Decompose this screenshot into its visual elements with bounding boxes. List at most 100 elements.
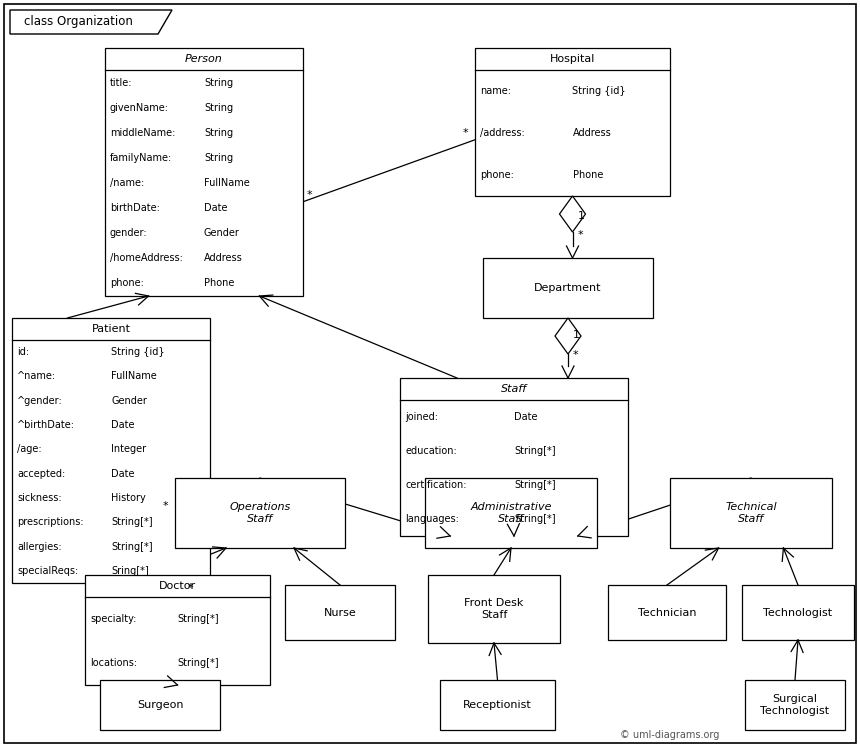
- Text: Person: Person: [185, 54, 223, 64]
- Text: Date: Date: [204, 203, 228, 213]
- Text: Sring[*]: Sring[*]: [111, 565, 149, 576]
- Text: class Organization: class Organization: [23, 16, 132, 28]
- Text: Surgical
Technologist: Surgical Technologist: [760, 694, 830, 716]
- Text: String: String: [204, 102, 233, 113]
- Text: joined:: joined:: [405, 412, 438, 422]
- Bar: [608, 585, 726, 640]
- Bar: [475, 48, 670, 196]
- Text: String: String: [204, 78, 233, 87]
- Text: *: *: [188, 583, 194, 593]
- Text: Doctor: Doctor: [159, 581, 196, 591]
- Text: Address: Address: [573, 128, 611, 138]
- Text: Phone: Phone: [204, 279, 235, 288]
- Text: languages:: languages:: [405, 514, 459, 524]
- Text: String[*]: String[*]: [177, 614, 219, 624]
- Text: Integer: Integer: [111, 444, 146, 454]
- Text: familyName:: familyName:: [110, 153, 172, 163]
- Text: /homeAddress:: /homeAddress:: [110, 253, 183, 264]
- Text: String {id}: String {id}: [111, 347, 164, 357]
- Text: String[*]: String[*]: [177, 658, 219, 668]
- Text: education:: education:: [405, 446, 457, 456]
- Text: Technician: Technician: [638, 607, 697, 618]
- Polygon shape: [10, 10, 172, 34]
- Text: *: *: [463, 128, 469, 137]
- Text: Technologist: Technologist: [764, 607, 832, 618]
- Text: Gender: Gender: [111, 396, 147, 406]
- Text: specialReqs:: specialReqs:: [17, 565, 78, 576]
- Text: History: History: [111, 493, 145, 503]
- Text: Address: Address: [204, 253, 243, 264]
- Text: Date: Date: [111, 420, 134, 430]
- Bar: [100, 680, 220, 730]
- Text: allergies:: allergies:: [17, 542, 62, 551]
- Bar: [428, 575, 560, 643]
- Text: specialty:: specialty:: [90, 614, 137, 624]
- Text: phone:: phone:: [110, 279, 144, 288]
- Bar: [440, 680, 555, 730]
- Text: String[*]: String[*]: [111, 542, 152, 551]
- Text: /name:: /name:: [110, 178, 144, 188]
- Text: certification:: certification:: [405, 480, 466, 490]
- Text: accepted:: accepted:: [17, 468, 65, 479]
- Text: 1: 1: [573, 330, 580, 340]
- Text: Receptionist: Receptionist: [464, 700, 531, 710]
- Text: ^gender:: ^gender:: [17, 396, 63, 406]
- Text: prescriptions:: prescriptions:: [17, 517, 83, 527]
- Bar: [742, 585, 854, 640]
- Text: Staff: Staff: [501, 384, 527, 394]
- Text: String {id}: String {id}: [573, 86, 626, 96]
- Text: Nurse: Nurse: [323, 607, 356, 618]
- Text: © uml-diagrams.org: © uml-diagrams.org: [620, 730, 719, 740]
- Text: Surgeon: Surgeon: [137, 700, 183, 710]
- Text: 1: 1: [578, 211, 585, 221]
- Bar: [85, 575, 270, 685]
- Text: String[*]: String[*]: [514, 514, 556, 524]
- Text: *: *: [307, 190, 313, 199]
- Text: title:: title:: [110, 78, 132, 87]
- Bar: [12, 318, 210, 583]
- Text: String[*]: String[*]: [514, 446, 556, 456]
- Text: phone:: phone:: [480, 170, 514, 180]
- Text: Date: Date: [514, 412, 538, 422]
- Text: Administrative
Staff: Administrative Staff: [470, 502, 552, 524]
- Text: String[*]: String[*]: [514, 480, 556, 490]
- Text: locations:: locations:: [90, 658, 137, 668]
- Text: ^birthDate:: ^birthDate:: [17, 420, 75, 430]
- Polygon shape: [555, 318, 581, 354]
- Text: /address:: /address:: [480, 128, 525, 138]
- Text: Department: Department: [534, 283, 602, 293]
- Text: name:: name:: [480, 86, 511, 96]
- Text: middleName:: middleName:: [110, 128, 175, 137]
- Bar: [285, 585, 395, 640]
- Text: id:: id:: [17, 347, 29, 357]
- Text: /age:: /age:: [17, 444, 41, 454]
- Bar: [670, 478, 832, 548]
- Bar: [483, 258, 653, 318]
- Text: sickness:: sickness:: [17, 493, 62, 503]
- Bar: [105, 48, 303, 296]
- Bar: [425, 478, 597, 548]
- Text: Date: Date: [111, 468, 134, 479]
- Text: String: String: [204, 128, 233, 137]
- Text: gender:: gender:: [110, 229, 148, 238]
- Text: String[*]: String[*]: [111, 517, 152, 527]
- Text: birthDate:: birthDate:: [110, 203, 160, 213]
- Bar: [400, 378, 628, 536]
- Text: *: *: [163, 501, 169, 511]
- Text: Patient: Patient: [91, 324, 131, 334]
- Text: FullName: FullName: [204, 178, 249, 188]
- Text: Front Desk
Staff: Front Desk Staff: [464, 598, 524, 620]
- Text: Phone: Phone: [573, 170, 603, 180]
- Text: Hospital: Hospital: [550, 54, 595, 64]
- Text: FullName: FullName: [111, 371, 157, 382]
- Text: Technical
Staff: Technical Staff: [725, 502, 777, 524]
- Text: Gender: Gender: [204, 229, 240, 238]
- Bar: [175, 478, 345, 548]
- Polygon shape: [560, 196, 586, 232]
- Text: ^name:: ^name:: [17, 371, 56, 382]
- Text: givenName:: givenName:: [110, 102, 169, 113]
- Text: String: String: [204, 153, 233, 163]
- Bar: [745, 680, 845, 730]
- Text: Operations
Staff: Operations Staff: [230, 502, 291, 524]
- Text: *: *: [578, 230, 583, 240]
